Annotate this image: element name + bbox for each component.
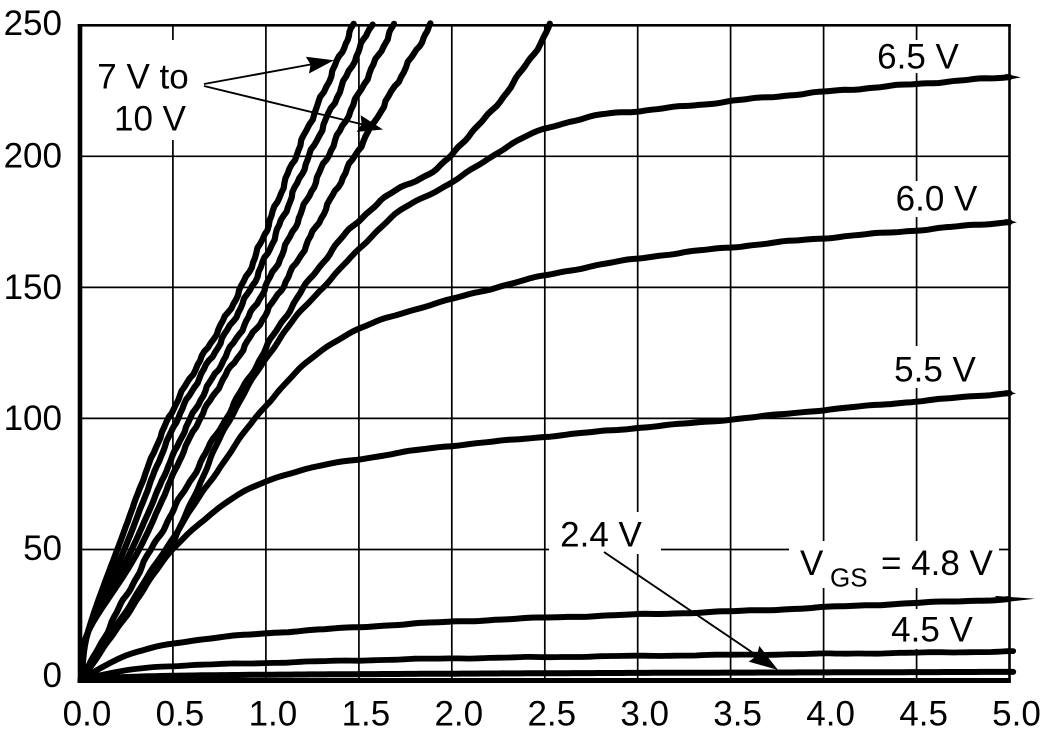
svg-text:3.5: 3.5 (713, 695, 762, 734)
svg-text:5.0: 5.0 (992, 695, 1041, 734)
svg-text:6.5 V: 6.5 V (877, 38, 959, 77)
svg-text:2.5: 2.5 (527, 695, 576, 734)
svg-text:250: 250 (4, 4, 62, 43)
svg-text:3.0: 3.0 (620, 695, 669, 734)
svg-text:150: 150 (4, 268, 62, 307)
svg-text:7 V to: 7 V to (97, 58, 188, 97)
svg-text:2.0: 2.0 (434, 695, 483, 734)
svg-text:1.5: 1.5 (342, 695, 391, 734)
svg-text:0: 0 (43, 656, 62, 695)
svg-text:5.5 V: 5.5 V (894, 351, 976, 390)
svg-text:4.0: 4.0 (806, 695, 855, 734)
svg-text:2.4 V: 2.4 V (560, 516, 642, 555)
svg-text:100: 100 (4, 399, 62, 438)
svg-text:200: 200 (4, 137, 62, 176)
svg-text:0.5: 0.5 (156, 695, 205, 734)
svg-text:VGS= 4.8 V: V GS = 4.8 V (800, 544, 994, 593)
svg-text:4.5: 4.5 (899, 695, 948, 734)
svg-text:1.0: 1.0 (249, 695, 298, 734)
svg-text:6.0 V: 6.0 V (896, 180, 978, 219)
svg-text:10 V: 10 V (114, 100, 187, 139)
svg-text:50: 50 (23, 529, 62, 568)
svg-text:4.5 V: 4.5 V (891, 611, 973, 650)
svg-text:0.0: 0.0 (63, 695, 112, 734)
